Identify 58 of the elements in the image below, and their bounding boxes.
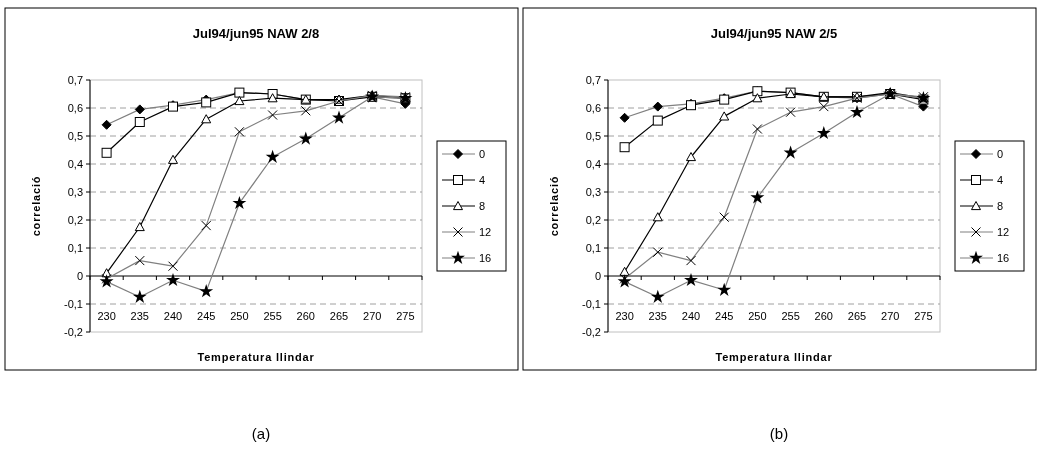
y-tick-label: -0,1 bbox=[582, 297, 601, 310]
y-tick-label: -0,2 bbox=[582, 325, 601, 338]
x-tick-label: 235 bbox=[130, 310, 149, 322]
x-tick-label: 250 bbox=[748, 310, 767, 322]
legend-label: 0 bbox=[479, 147, 486, 160]
y-tick-label: 0,5 bbox=[67, 129, 83, 142]
x-tick-label: 260 bbox=[814, 310, 833, 322]
text: (b) bbox=[769, 425, 789, 442]
x-axis-title: Temperatura llindar bbox=[197, 351, 315, 363]
legend-label: 16 bbox=[479, 251, 492, 264]
y-tick-label: 0,7 bbox=[585, 73, 601, 86]
x-tick-label: 230 bbox=[97, 310, 116, 322]
x-tick-label: 270 bbox=[363, 310, 382, 322]
y-axis-title: correlació bbox=[548, 175, 560, 237]
legend-label: 8 bbox=[997, 199, 1004, 212]
x-tick-label: 265 bbox=[329, 310, 349, 322]
y-tick-label: 0,1 bbox=[67, 241, 83, 254]
y-tick-label: 0,5 bbox=[585, 129, 601, 142]
y-tick-label: 0,7 bbox=[67, 73, 83, 86]
y-tick-label: 0,1 bbox=[585, 241, 601, 254]
text: (a) bbox=[251, 425, 271, 442]
x-tick-label: 260 bbox=[296, 310, 315, 322]
x-tick-label: 250 bbox=[230, 310, 249, 322]
y-tick-label: -0,1 bbox=[64, 297, 83, 310]
chart-title: Jul94/jun95 NAW 2/5 bbox=[710, 26, 838, 41]
legend-label: 12 bbox=[997, 225, 1010, 238]
legend-label: 4 bbox=[479, 173, 486, 186]
y-tick-label: 0 bbox=[594, 269, 601, 282]
x-tick-label: 265 bbox=[847, 310, 867, 322]
x-tick-label: 255 bbox=[781, 310, 800, 322]
x-tick-label: 255 bbox=[263, 310, 282, 322]
legend-label: 0 bbox=[997, 147, 1004, 160]
legend-label: 8 bbox=[479, 199, 486, 212]
x-tick-label: 245 bbox=[715, 310, 734, 322]
y-tick-label: 0,6 bbox=[585, 101, 601, 114]
legend-label: 16 bbox=[997, 251, 1010, 264]
y-tick-label: 0,2 bbox=[585, 213, 601, 226]
y-tick-label: 0,4 bbox=[585, 157, 601, 170]
y-tick-label: 0,2 bbox=[67, 213, 83, 226]
x-tick-label: 240 bbox=[163, 310, 183, 322]
x-tick-label: 270 bbox=[881, 310, 900, 322]
x-tick-label: 275 bbox=[396, 310, 415, 322]
x-axis-title: Temperatura llindar bbox=[715, 351, 833, 363]
y-tick-label: 0,6 bbox=[67, 101, 83, 114]
y-tick-label: -0,2 bbox=[64, 325, 83, 338]
y-axis-title: correlació bbox=[30, 175, 42, 237]
legend-label: 12 bbox=[479, 225, 492, 238]
x-tick-label: 240 bbox=[681, 310, 701, 322]
chart-title: Jul94/jun95 NAW 2/8 bbox=[192, 26, 320, 41]
y-tick-label: 0,3 bbox=[67, 185, 83, 198]
x-tick-label: 230 bbox=[615, 310, 634, 322]
y-tick-label: 0 bbox=[76, 269, 83, 282]
x-tick-label: 245 bbox=[197, 310, 216, 322]
x-tick-label: 235 bbox=[648, 310, 667, 322]
x-tick-label: 275 bbox=[914, 310, 933, 322]
legend-label: 4 bbox=[997, 173, 1004, 186]
y-tick-label: 0,4 bbox=[67, 157, 83, 170]
y-tick-label: 0,3 bbox=[585, 185, 601, 198]
